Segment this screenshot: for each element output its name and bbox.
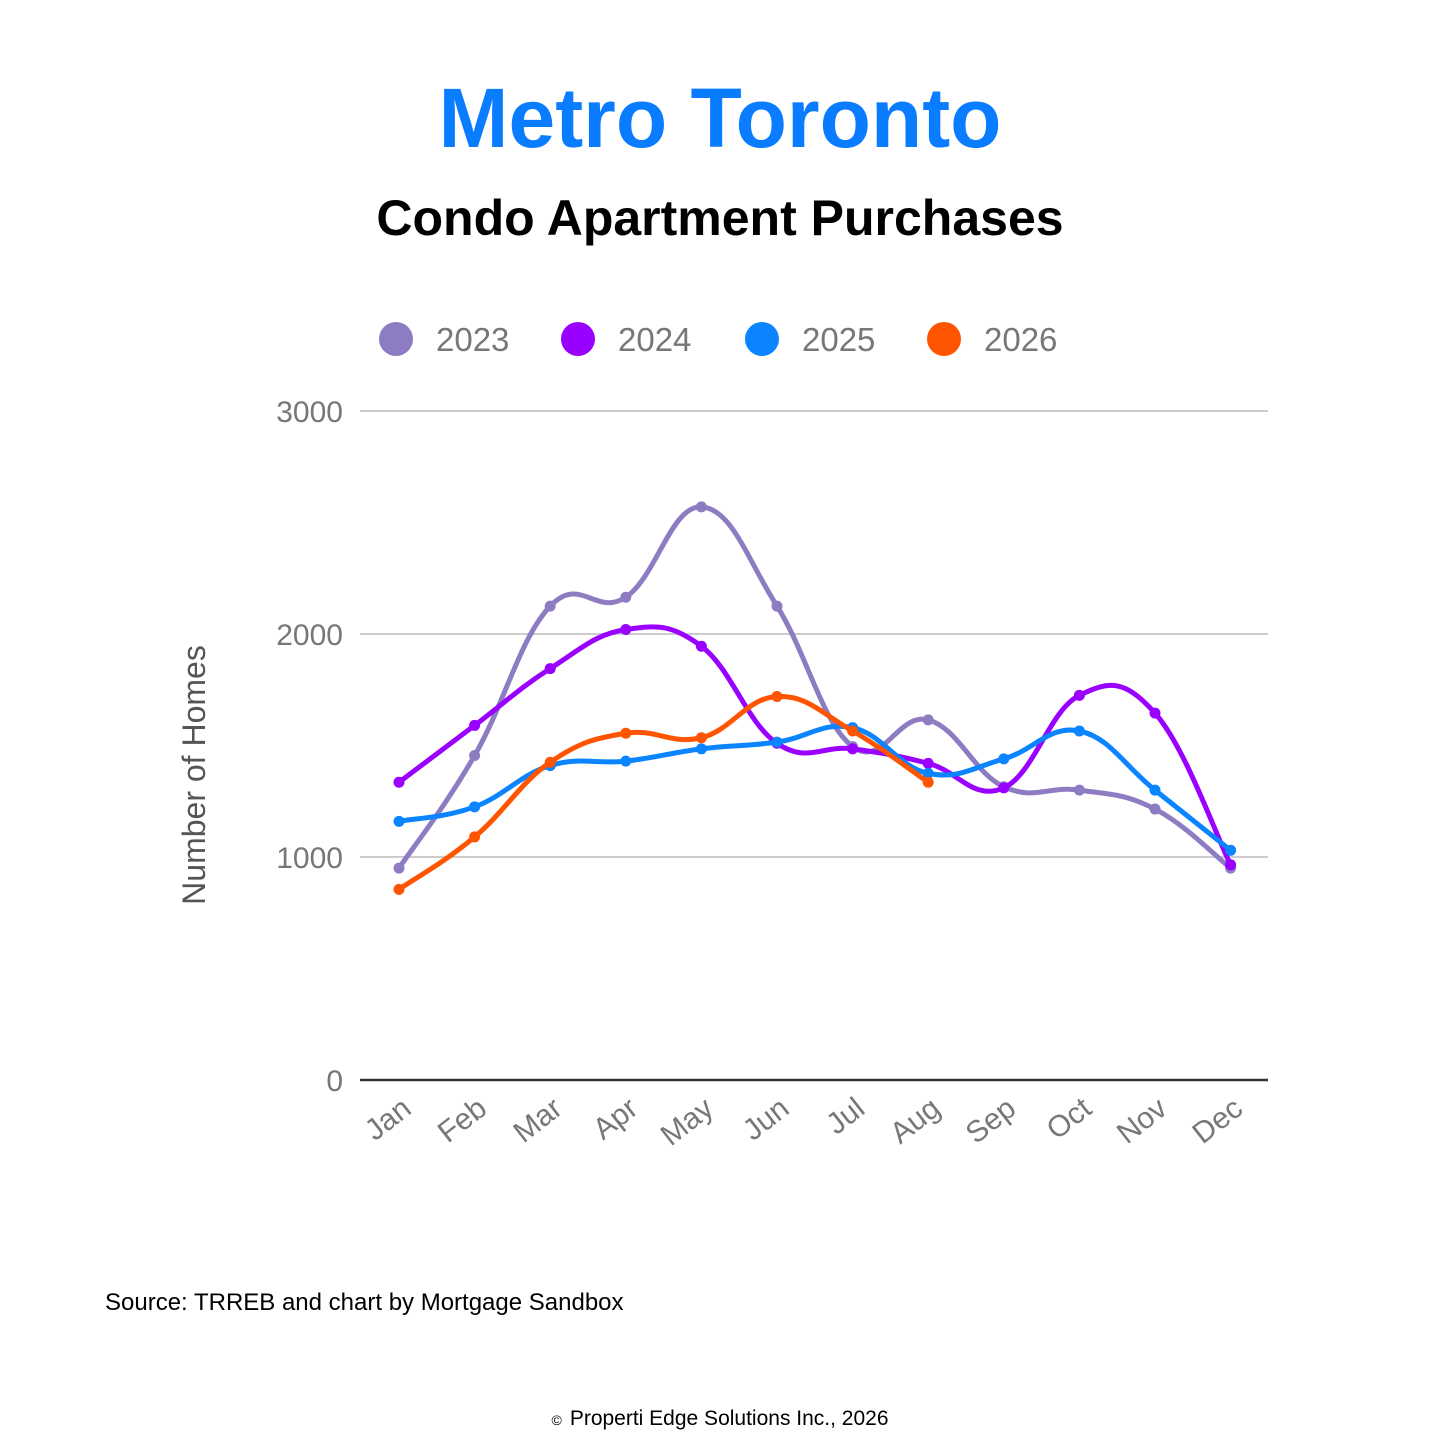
data-point xyxy=(620,624,632,636)
data-point xyxy=(469,719,481,731)
data-point xyxy=(998,753,1010,765)
data-point xyxy=(1225,859,1237,871)
data-point xyxy=(1073,725,1085,737)
x-tick-label: Aug xyxy=(884,1092,946,1151)
data-point xyxy=(695,501,707,513)
legend-label: 2026 xyxy=(984,321,1057,358)
data-point xyxy=(922,757,934,769)
data-point xyxy=(544,663,556,675)
x-tick-label: Apr xyxy=(587,1092,644,1147)
copyright-text: Properti Edge Solutions Inc., 2026 xyxy=(569,1407,889,1430)
data-point xyxy=(393,815,405,827)
series-2026 xyxy=(393,690,934,895)
data-point xyxy=(1225,844,1237,856)
x-tick-label: Feb xyxy=(432,1092,493,1150)
legend-label: 2023 xyxy=(436,321,509,358)
data-point xyxy=(393,862,405,874)
data-point xyxy=(695,732,707,744)
data-point xyxy=(771,600,783,612)
copyright-symbol: © xyxy=(551,1412,562,1428)
data-point xyxy=(847,725,859,737)
series-line xyxy=(396,504,1234,871)
x-tick-label: Nov xyxy=(1111,1092,1173,1151)
x-tick-label: Mar xyxy=(507,1092,568,1150)
data-point xyxy=(620,591,632,603)
data-point xyxy=(922,714,934,726)
legend-label: 2025 xyxy=(802,321,875,358)
source-note: Source: TRREB and chart by Mortgage Sand… xyxy=(105,1289,624,1316)
x-tick-label: Oct xyxy=(1041,1091,1099,1146)
y-tick-label: 3000 xyxy=(276,396,343,429)
data-point xyxy=(998,782,1010,794)
data-point xyxy=(469,831,481,843)
data-point xyxy=(922,776,934,788)
y-tick-label: 2000 xyxy=(276,619,343,652)
legend-marker xyxy=(379,322,413,356)
data-point xyxy=(771,736,783,748)
data-point xyxy=(469,801,481,813)
x-axis-ticks: Jan Feb Mar Apr May Jun Jul Aug Sep Oct Nov Dec xyxy=(359,1091,1249,1152)
series-line xyxy=(396,693,931,892)
copyright-note: © Properti Edge Solutions Inc., 2026 xyxy=(0,1405,1440,1434)
data-point xyxy=(544,600,556,612)
data-point xyxy=(1149,707,1161,719)
x-tick-label: Jan xyxy=(359,1092,417,1148)
chart-gridlines xyxy=(360,410,1268,1082)
x-tick-label: May xyxy=(655,1092,720,1153)
x-tick-label: Sep xyxy=(960,1092,1022,1151)
data-point xyxy=(1149,803,1161,815)
legend-label: 2024 xyxy=(618,321,691,358)
chart-legend: 2023 2024 2025 2026 xyxy=(379,321,1057,358)
y-tick-label: 0 xyxy=(326,1065,343,1098)
data-point xyxy=(1073,689,1085,701)
chart-title: Metro Toronto xyxy=(438,71,1002,165)
y-axis-ticks: 0 1000 2000 3000 xyxy=(276,396,343,1098)
y-tick-label: 1000 xyxy=(276,842,343,875)
data-point xyxy=(771,690,783,702)
data-point xyxy=(620,727,632,739)
data-point xyxy=(620,755,632,767)
legend-marker xyxy=(745,322,779,356)
data-point xyxy=(1073,784,1085,796)
data-point xyxy=(393,776,405,788)
data-point xyxy=(695,743,707,755)
x-tick-label: Jun xyxy=(737,1092,795,1148)
data-point xyxy=(544,756,556,768)
y-axis-label: Number of Homes xyxy=(176,645,212,905)
x-tick-label: Dec xyxy=(1187,1092,1249,1151)
legend-marker xyxy=(561,322,595,356)
data-point xyxy=(695,640,707,652)
chart-subtitle: Condo Apartment Purchases xyxy=(376,190,1064,246)
data-point xyxy=(922,767,934,779)
data-point xyxy=(393,883,405,895)
chart-series xyxy=(393,501,1237,895)
legend-marker xyxy=(927,322,961,356)
x-tick-label: Jul xyxy=(820,1092,871,1142)
data-point xyxy=(469,750,481,762)
data-point xyxy=(1149,784,1161,796)
data-point xyxy=(847,743,859,755)
